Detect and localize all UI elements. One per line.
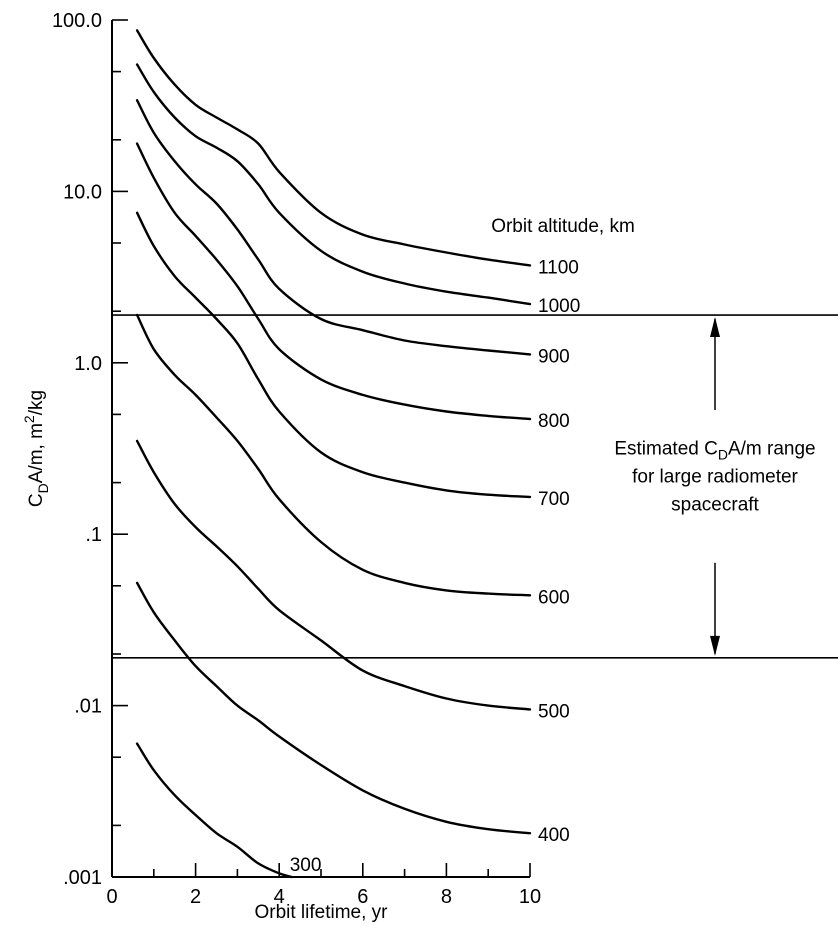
series-line-900 — [135, 99, 532, 356]
series-line-1100 — [135, 29, 532, 267]
legend-title: Orbit altitude, km — [491, 216, 635, 237]
range-annotation-line-2: for large radiometer — [632, 466, 798, 487]
series-line-700 — [135, 211, 532, 499]
y-axis-label: CDA/m, m2/kg — [21, 390, 51, 507]
x-tick-label: 8 — [441, 886, 452, 908]
x-tick-label: 6 — [357, 886, 368, 908]
range-band — [112, 314, 838, 659]
y-tick-label: 100.0 — [52, 10, 102, 32]
y-tick-label: .001 — [63, 867, 102, 889]
ticks: 0 2 4 6 8 10 .001 .01 .1 1.0 10.0 100.0 — [52, 10, 541, 908]
x-tick-label: 4 — [274, 886, 285, 908]
y-tick-label: 1.0 — [74, 353, 102, 375]
x-tick-label: 10 — [519, 886, 541, 908]
series-line-800 — [135, 142, 532, 421]
y-tick-label: .01 — [74, 696, 102, 718]
series-label-1100: 1100 — [538, 257, 579, 278]
series-label-300: 300 — [290, 855, 322, 876]
range-arrow-up-head — [710, 317, 720, 338]
series-label-600: 600 — [538, 587, 570, 608]
range-arrow-down-head — [710, 635, 720, 656]
series-label-700: 700 — [538, 489, 570, 510]
x-tick-label: 0 — [106, 886, 117, 908]
series-line-600 — [135, 313, 532, 597]
x-tick-label: 2 — [190, 886, 201, 908]
labels: 1100 1000 900 800 700 600 500 400 300 Estimated C… — [21, 216, 816, 923]
series-line-500 — [135, 439, 532, 711]
y-tick-label: 10.0 — [63, 181, 102, 203]
series-label-800: 800 — [538, 411, 570, 432]
series-line-300 — [135, 742, 293, 879]
y-tick-label: .1 — [85, 524, 102, 546]
series-line-1000 — [135, 63, 532, 306]
series-line-400 — [135, 581, 532, 835]
series-label-400: 400 — [538, 825, 570, 846]
range-annotation-line-3: spacecraft — [671, 494, 759, 515]
series-curves — [135, 29, 532, 879]
series-label-1000: 1000 — [538, 296, 580, 317]
axes — [111, 20, 530, 878]
series-label-900: 900 — [538, 346, 570, 367]
series-label-500: 500 — [538, 701, 570, 722]
x-axis-label: Orbit lifetime, yr — [254, 902, 388, 923]
range-annotation-line-1: Estimated CDA/m range — [614, 438, 815, 462]
